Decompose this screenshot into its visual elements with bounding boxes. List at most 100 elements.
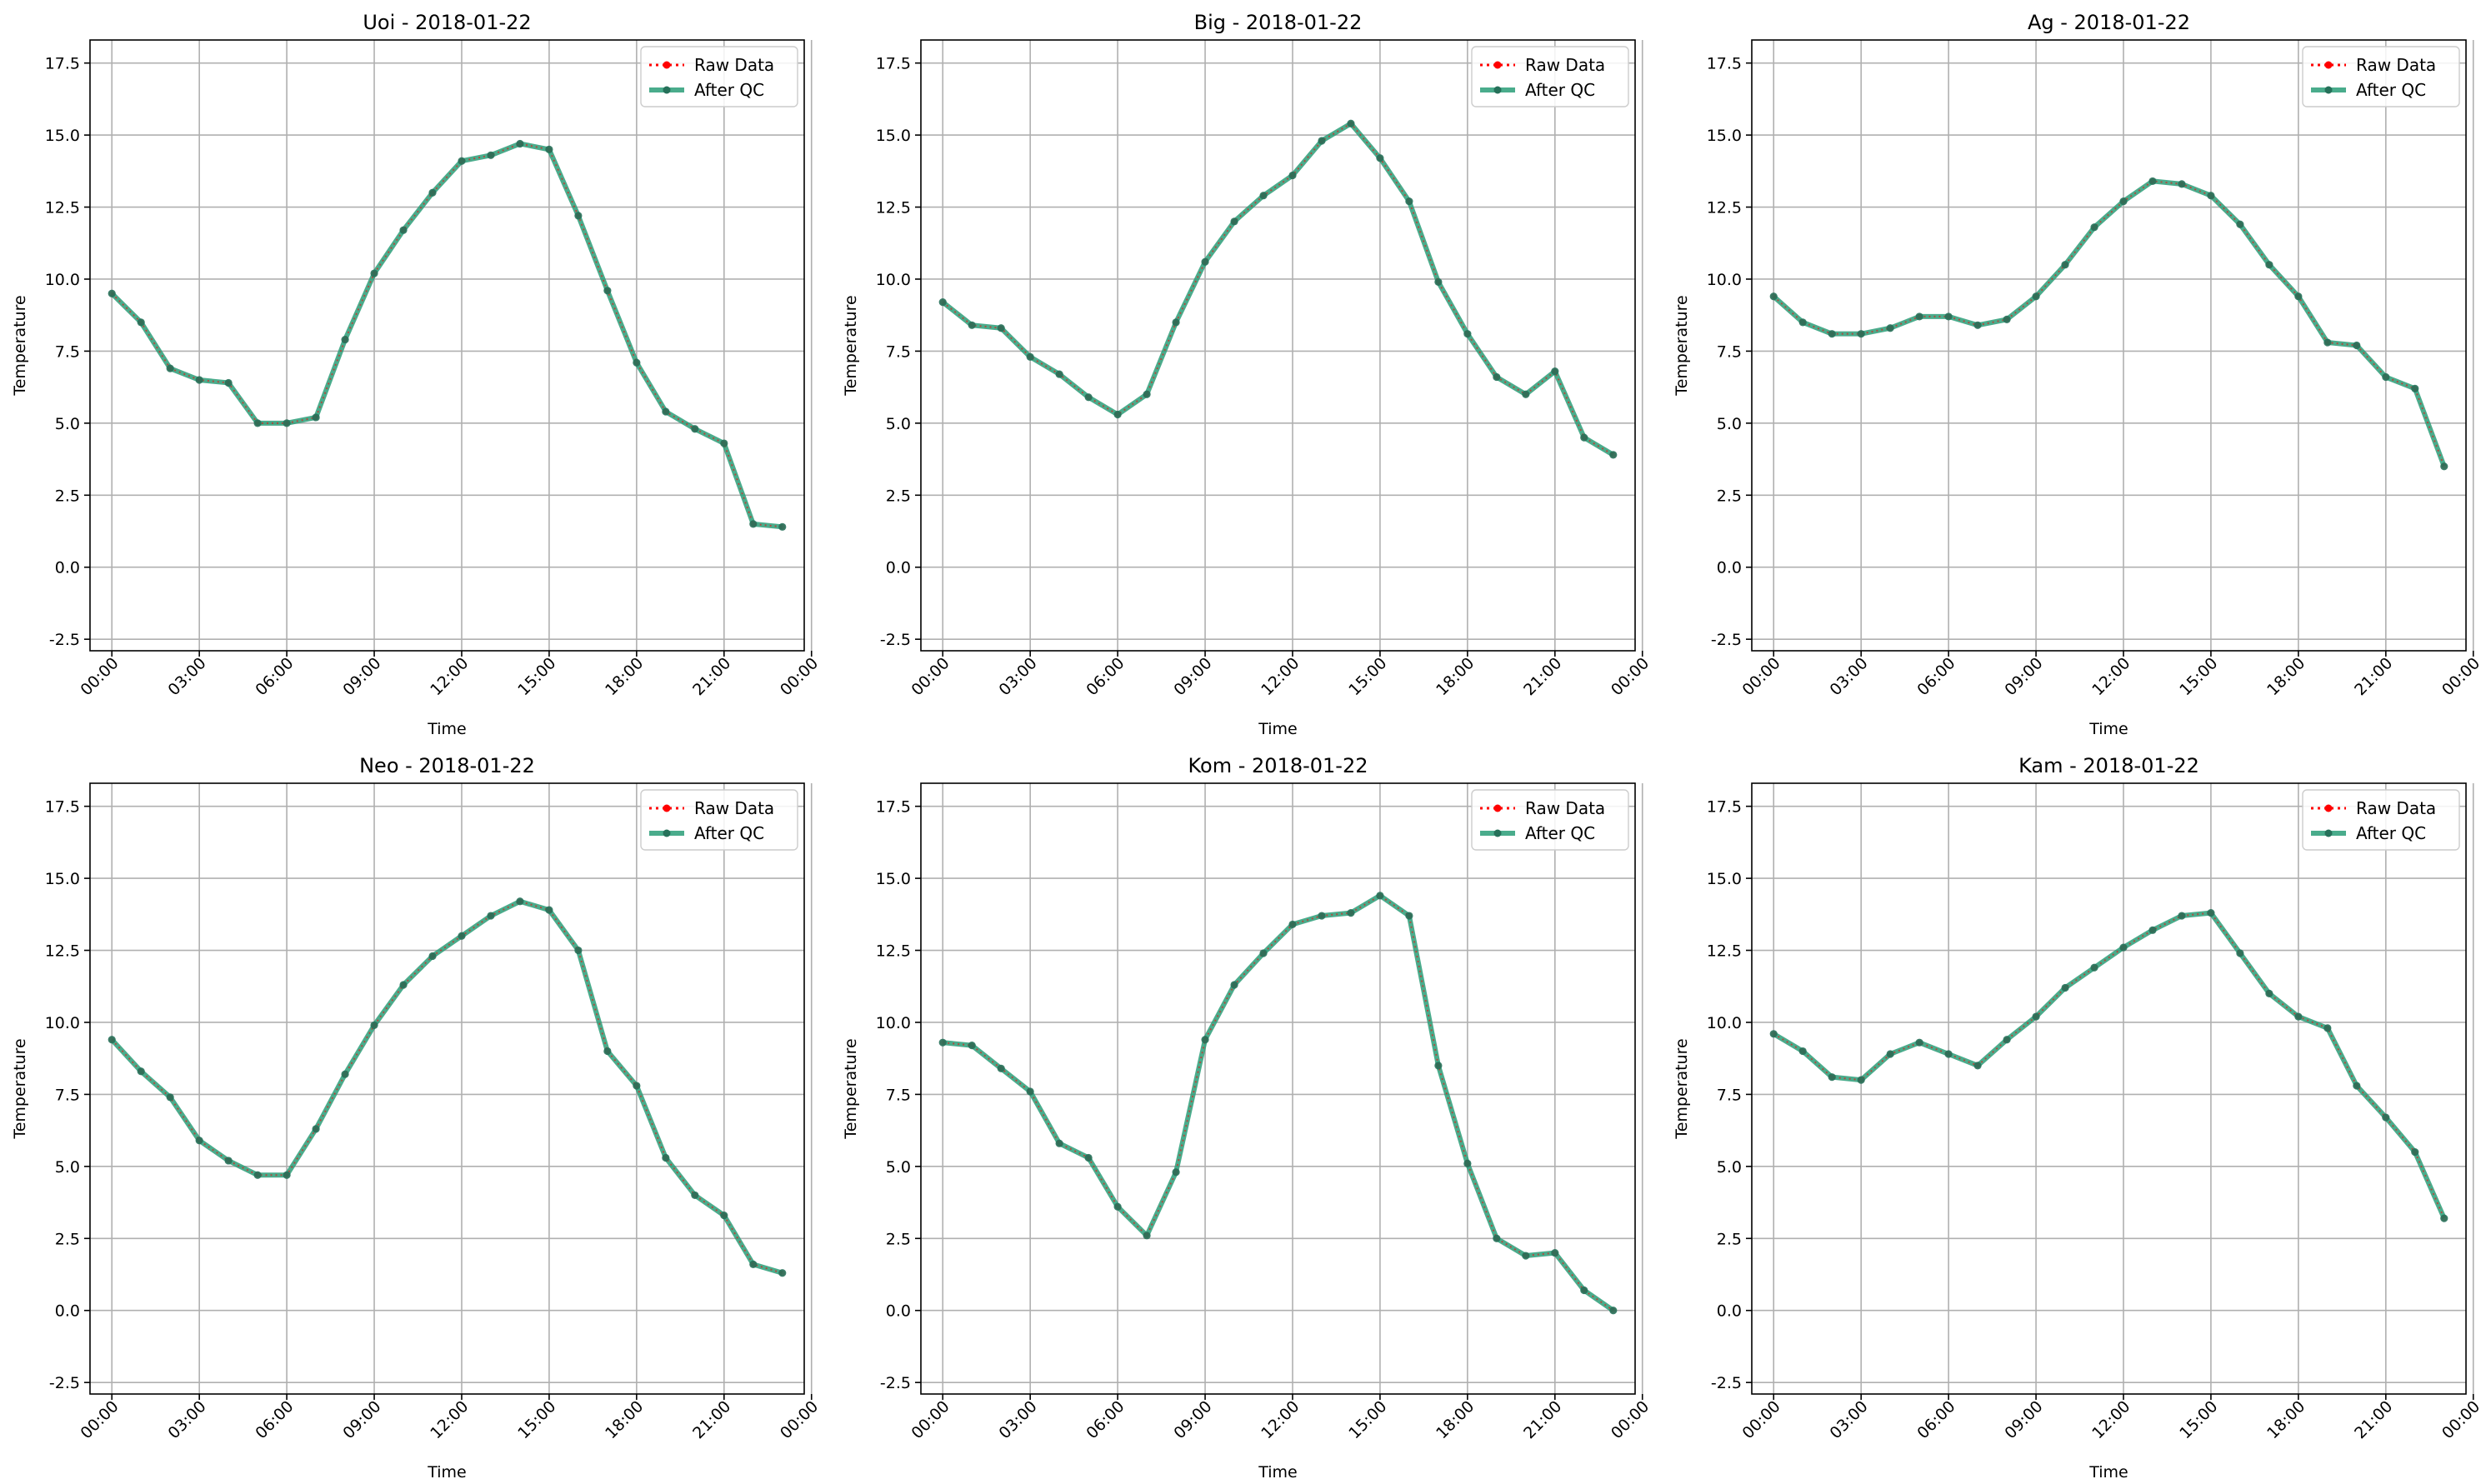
after-qc-point (1857, 1076, 1865, 1084)
after-qc-point (1609, 1307, 1618, 1315)
x-tick-label: 18:00 (602, 1397, 647, 1442)
x-axis-label: Time (2088, 1463, 2128, 1482)
legend-marker-raw-data (2324, 61, 2333, 69)
after-qc-point (997, 1064, 1005, 1072)
after-qc-point (1522, 1252, 1530, 1260)
series-line-after-qc (942, 892, 1615, 1313)
x-tick-label: 09:00 (2001, 654, 2046, 699)
y-tick-label: 2.5 (55, 1230, 80, 1248)
axes-frame (1751, 782, 2467, 1395)
x-axis-label: Time (2088, 720, 2128, 738)
legend: Raw Data After QC (640, 46, 798, 107)
x-tick-label: 09:00 (339, 654, 384, 699)
series-line-raw-data (111, 142, 783, 528)
legend-label-raw-data: Raw Data (694, 798, 774, 818)
after-qc-point (1318, 137, 1326, 145)
y-tick-label: 12.5 (876, 942, 911, 961)
series-line-after-qc (110, 898, 783, 1276)
after-qc-point (603, 1047, 612, 1056)
after-qc-point (1318, 912, 1326, 920)
legend-marker-raw-data (1493, 61, 1502, 69)
after-qc-point (2323, 1024, 2332, 1032)
after-qc-point (2032, 1012, 2040, 1021)
after-qc-point (691, 1191, 699, 1200)
legend-label-raw-data: Raw Data (1525, 55, 1605, 75)
after-qc-point (2148, 177, 2157, 186)
after-qc-point (2119, 197, 2128, 206)
x-tick-label: 21:00 (1520, 654, 1565, 699)
x-tick-label: 21:00 (689, 654, 734, 699)
after-qc-point (2411, 384, 2419, 392)
x-tick-label: 15:00 (2176, 654, 2221, 699)
subplot-2: -2.5 0.0 2.5 5.0 7.5 10.0 12.5 15.0 17.5 00:00 03:… (842, 11, 1653, 738)
y-tick-label: 12.5 (876, 199, 911, 217)
x-axis-label: Time (1258, 720, 1298, 738)
legend-label-after-qc: After QC (694, 823, 764, 843)
after-qc-point (253, 419, 262, 427)
axes-frame (1751, 39, 2467, 652)
after-qc-point (1886, 324, 1894, 332)
after-qc-point (574, 946, 583, 955)
y-tick-label: 2.5 (1717, 487, 1742, 505)
y-tick-label: 0.0 (1717, 559, 1742, 577)
after-qc-point (1143, 1232, 1151, 1240)
axes-frame (89, 782, 805, 1395)
series-line-after-qc (1772, 910, 2447, 1220)
after-qc-point (2236, 949, 2244, 957)
after-qc-point (749, 520, 758, 528)
y-tick-label: 2.5 (55, 487, 80, 505)
after-qc-point (399, 981, 408, 989)
after-qc-point (2440, 462, 2448, 471)
y-tick-label: 5.0 (55, 1158, 80, 1177)
x-tick-label: 06:00 (252, 1397, 297, 1442)
legend-marker-after-qc (2324, 86, 2333, 94)
after-qc-point (1915, 1038, 1923, 1047)
x-tick-label: 00:00 (777, 1397, 822, 1442)
after-qc-point (2119, 943, 2128, 952)
y-axis-label: Temperature (11, 295, 29, 396)
x-tick-label: 03:00 (164, 1397, 209, 1442)
x-tick-label: 03:00 (995, 654, 1040, 699)
x-tick-label: 12:00 (1258, 1397, 1303, 1442)
after-qc-point (633, 358, 641, 367)
y-tick-label: 0.0 (1717, 1302, 1742, 1321)
series-line-raw-data (943, 894, 1614, 1312)
after-qc-point (1769, 292, 1778, 301)
after-qc-point (1230, 981, 1238, 989)
after-qc-point (1288, 920, 1297, 929)
after-qc-point (2236, 220, 2244, 228)
y-tick-label: 15.0 (45, 127, 80, 145)
y-tick-label: 0.0 (55, 559, 80, 577)
after-qc-point (108, 1036, 116, 1044)
after-qc-point (1172, 318, 1180, 327)
after-qc-point (603, 287, 612, 295)
after-qc-point (370, 269, 378, 277)
y-tick-label: 15.0 (1707, 127, 1742, 145)
legend: Raw Data After QC (640, 789, 798, 851)
after-qc-point (2265, 261, 2273, 269)
legend: Raw Data After QC (1471, 789, 1629, 851)
x-tick-label: 09:00 (339, 1397, 384, 1442)
x-tick-label: 21:00 (2351, 1397, 2396, 1442)
after-qc-point (312, 413, 320, 422)
after-qc-point (2178, 180, 2186, 188)
subplot-5: -2.5 0.0 2.5 5.0 7.5 10.0 12.5 15.0 17.5 00:00 03:… (842, 754, 1653, 1482)
after-qc-point (2265, 989, 2273, 998)
legend-marker-after-qc (663, 829, 671, 837)
legend-label-after-qc: After QC (694, 80, 764, 100)
after-qc-point (997, 324, 1005, 332)
after-qc-point (1055, 370, 1063, 378)
after-qc-point (1143, 390, 1151, 398)
after-qc-point (2294, 1012, 2303, 1021)
after-qc-point (108, 289, 116, 297)
after-qc-point (1434, 1062, 1443, 1070)
x-tick-label: 18:00 (1433, 1397, 1478, 1442)
y-tick-label: 17.5 (45, 798, 80, 817)
y-tick-label: 2.5 (886, 487, 911, 505)
legend: Raw Data After QC (2302, 46, 2460, 107)
after-qc-point (399, 226, 408, 234)
legend-marker-raw-data (1493, 804, 1502, 812)
after-qc-point (1828, 1073, 1836, 1082)
after-qc-point (2353, 1082, 2361, 1090)
after-qc-point (2207, 192, 2215, 200)
